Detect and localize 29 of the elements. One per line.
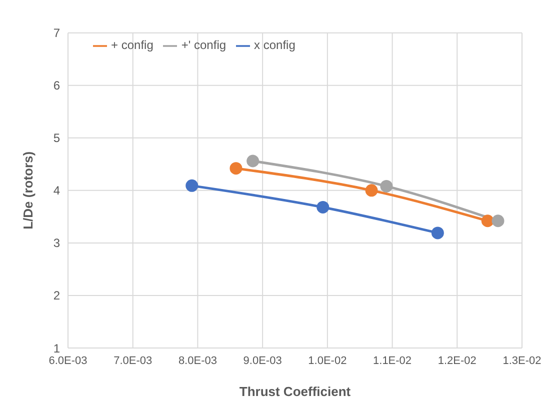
point xyxy=(481,214,494,228)
y-tick-label: 4 xyxy=(53,184,60,198)
legend-label: x config xyxy=(254,38,296,52)
point xyxy=(365,184,378,197)
y-tick-label: 2 xyxy=(53,288,60,303)
y-axis-title: L/De (rotors) xyxy=(20,151,36,230)
x-tick-label: 1.1E-02 xyxy=(373,354,412,367)
point xyxy=(230,162,242,175)
x-tick-label: 1.0E-02 xyxy=(308,354,347,367)
y-tick-label: 7 xyxy=(53,26,60,40)
y-tick-label: 3 xyxy=(53,236,60,250)
x-tick-label: 6.0E-03 xyxy=(48,354,88,367)
x-tick-label: 7.0E-03 xyxy=(114,354,152,367)
x-axis-title: Thrust Coefficient xyxy=(239,384,352,399)
point xyxy=(492,214,504,228)
legend-label: + config xyxy=(111,38,154,52)
point xyxy=(246,154,260,168)
point xyxy=(186,179,198,192)
x-tick-label: 8.0E-03 xyxy=(178,354,217,367)
point xyxy=(380,180,393,192)
point xyxy=(431,226,444,240)
legend-label: +' config xyxy=(181,38,226,52)
point xyxy=(316,200,330,214)
y-tick-label: 5 xyxy=(53,131,60,146)
y-tick-label: 6 xyxy=(53,78,60,93)
x-tick-label: 1.3E-02 xyxy=(502,354,542,367)
y-tick-label: 1 xyxy=(53,341,60,356)
x-tick-label: 1.2E-02 xyxy=(438,354,476,367)
x-tick-label: 9.0E-03 xyxy=(243,354,282,367)
